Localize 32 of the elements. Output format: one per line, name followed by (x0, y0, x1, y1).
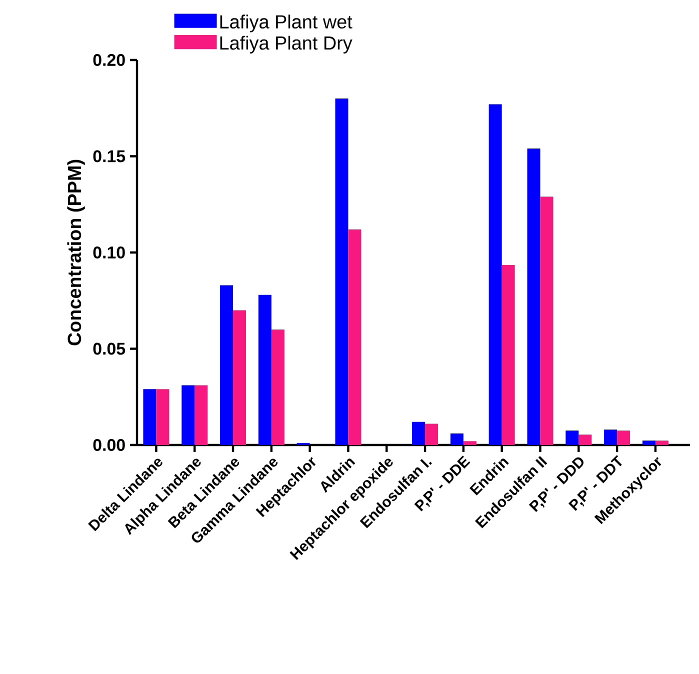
y-tick-label: 0.05 (93, 342, 126, 355)
bar (642, 440, 656, 445)
bar (566, 430, 579, 445)
y-tick-label: 0.10 (93, 246, 125, 258)
y-tick-label: 0.20 (93, 54, 125, 66)
bar (425, 424, 438, 445)
bar (194, 385, 208, 445)
bar (233, 310, 246, 445)
bar (182, 385, 195, 445)
bar (450, 433, 464, 445)
y-tick-label: 0.00 (93, 438, 125, 451)
bar (604, 430, 618, 445)
y-tick-label: 0.15 (93, 150, 126, 162)
bar (143, 389, 156, 445)
legend-label: Lafiya Plant wet (220, 14, 352, 32)
bar (540, 196, 554, 445)
bar (156, 389, 170, 445)
bar (412, 422, 426, 445)
bar (617, 430, 630, 445)
bar (335, 98, 348, 445)
bar (502, 265, 515, 445)
legend-label: Lafiya Plant Dry (220, 36, 352, 54)
bar (488, 104, 502, 445)
bar (463, 441, 476, 445)
bar (655, 440, 668, 445)
bar (527, 148, 540, 445)
bar (220, 285, 234, 445)
bar (578, 434, 592, 445)
y-axis-title: Concentration (PPM) (67, 160, 85, 346)
bar (348, 229, 362, 445)
bar (271, 329, 284, 445)
bar (258, 294, 272, 445)
